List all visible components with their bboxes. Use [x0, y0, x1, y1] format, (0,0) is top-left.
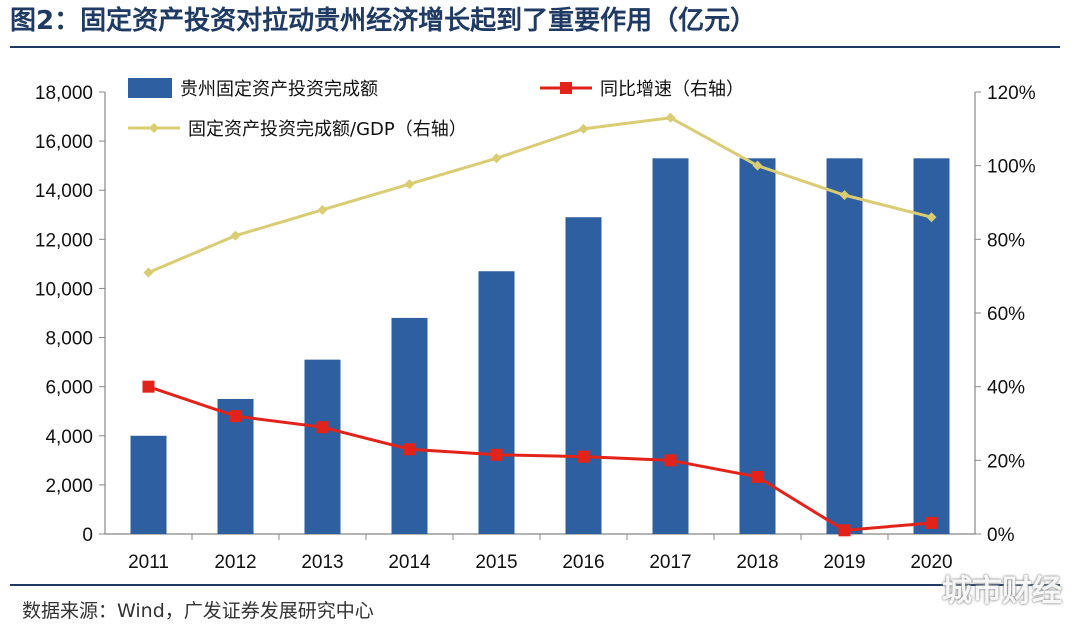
x-tick-label: 2014: [388, 552, 431, 573]
bar: [565, 217, 602, 534]
legend-growth-marker: [560, 82, 572, 94]
growth-line: [148, 385, 932, 532]
ratio-point: [578, 123, 589, 134]
x-tick-label: 2018: [736, 552, 778, 573]
ratio-point: [491, 153, 502, 164]
left-tick-label: 4,000: [45, 427, 93, 448]
left-tick-label: 16,000: [35, 132, 93, 153]
watermark: 城市财经: [942, 574, 1062, 609]
left-tick-label: 14,000: [35, 181, 93, 202]
ratio-point: [143, 267, 154, 278]
bar: [304, 359, 341, 534]
legend-ratio-marker: [149, 123, 159, 133]
growth-point: [838, 524, 851, 537]
left-tick-label: 2,000: [45, 476, 93, 497]
bar: [652, 158, 689, 535]
legend-bar-label: 贵州固定资产投资完成额: [180, 79, 378, 100]
legend-bar-swatch: [128, 78, 172, 98]
x-tick-label: 2016: [562, 552, 604, 573]
growth-point: [403, 443, 416, 456]
growth-point: [925, 516, 938, 529]
growth-point: [577, 450, 590, 463]
x-tick-label: 2019: [823, 552, 865, 573]
x-tick-label: 2011: [128, 552, 169, 573]
bar: [130, 435, 167, 534]
bar: [478, 271, 515, 534]
right-tick-label: 40%: [987, 378, 1025, 399]
ratio-point: [230, 230, 241, 241]
ratio-point: [404, 179, 415, 190]
growth-line-series: [142, 380, 938, 537]
left-tick-label: 0: [82, 525, 93, 546]
right-tick-label: 120%: [987, 83, 1036, 104]
x-tick-label: 2012: [214, 552, 256, 573]
right-tick-label: 60%: [987, 304, 1025, 325]
growth-point: [664, 454, 677, 467]
growth-point: [490, 448, 503, 461]
right-tick-label: 100%: [987, 157, 1036, 178]
x-tick-label: 2020: [910, 552, 952, 573]
left-tick-label: 8,000: [45, 329, 93, 350]
ratio-line-series: [143, 112, 937, 278]
growth-point: [751, 470, 764, 483]
legend: 贵州固定资产投资完成额 同比增速（右轴） 固定资产投资完成额/GDP（右轴）: [128, 78, 744, 140]
left-tick-label: 18,000: [35, 83, 93, 104]
growth-point: [142, 380, 155, 393]
right-tick-label: 80%: [987, 230, 1025, 251]
ratio-line: [147, 116, 932, 274]
axes: 0 2,000 4,000 6,000 8,000 10,000 12,000 14,000 1…: [35, 83, 1036, 573]
growth-point: [316, 421, 329, 434]
x-tick-label: 2015: [475, 552, 517, 573]
ratio-point: [665, 112, 676, 123]
title-rule: [10, 46, 1060, 48]
x-tick-label: 2013: [301, 552, 343, 573]
legend-ratio-label: 固定资产投资完成额/GDP（右轴）: [188, 119, 467, 140]
ratio-point: [317, 204, 328, 215]
growth-point: [229, 410, 242, 423]
source-rule: [10, 584, 1060, 586]
bar: [391, 317, 428, 534]
left-tick-label: 6,000: [45, 378, 93, 399]
x-tick-label: 2017: [649, 552, 691, 573]
right-tick-label: 0%: [987, 525, 1015, 546]
ratio-point: [926, 212, 937, 223]
bar: [826, 158, 863, 535]
combo-chart: 0 2,000 4,000 6,000 8,000 10,000 12,000 14,000 1…: [35, 78, 1036, 573]
ratio-point: [839, 190, 850, 201]
chart-title: 图2：固定资产投资对拉动贵州经济增长起到了重要作用（亿元）: [10, 6, 757, 36]
right-tick-label: 20%: [987, 451, 1025, 472]
source-note: 数据来源：Wind，广发证券发展研究中心: [22, 600, 374, 622]
bar-series: [130, 158, 950, 535]
legend-growth-label: 同比增速（右轴）: [600, 79, 744, 100]
left-tick-label: 12,000: [35, 230, 93, 251]
ratio-point: [752, 160, 763, 171]
left-tick-label: 10,000: [35, 279, 93, 300]
